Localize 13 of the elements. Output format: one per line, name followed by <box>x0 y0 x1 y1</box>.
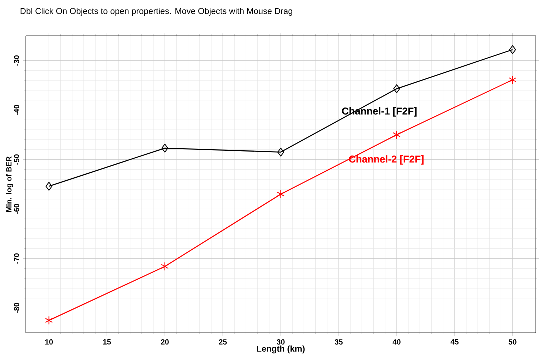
point <box>45 316 54 326</box>
point <box>393 130 401 140</box>
point <box>508 76 517 84</box>
point <box>278 148 284 157</box>
point <box>162 144 168 153</box>
point <box>277 190 285 199</box>
x-axis-title: Length (km) <box>257 346 305 354</box>
point <box>46 182 53 191</box>
point <box>161 262 169 272</box>
text: Dbl Click On Objects to open properties. Move Objects with Mouse Drag <box>20 8 293 16</box>
point <box>394 84 400 94</box>
series-label: Channel-2 [F2F] <box>349 156 424 165</box>
point <box>509 45 516 54</box>
